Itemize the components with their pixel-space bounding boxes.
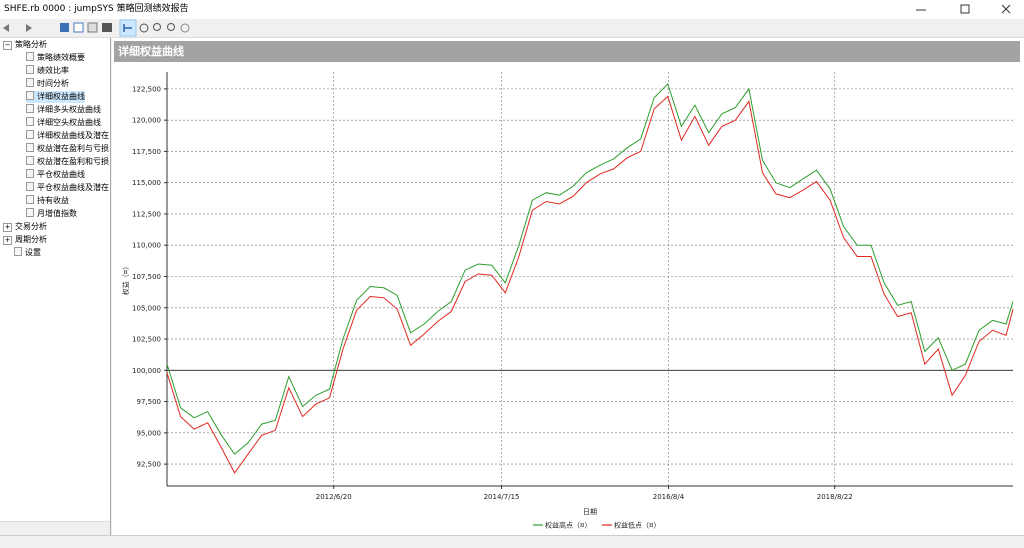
report-panel: 详细权益曲线 92,500 95,000 97,500 100,000 102,500 1…	[112, 38, 1024, 535]
node-label: 详细空头权益曲线	[37, 118, 101, 127]
window-title: SHFE.rb 0000 : jumpSYS 策略回测绩效报告	[4, 4, 189, 14]
tree-node[interactable]: 详细多头权益曲线	[26, 104, 101, 116]
x-tick-label: 2018/8/22	[817, 493, 853, 501]
node-icon	[26, 78, 34, 87]
tree-node[interactable]: 平仓权益曲线	[26, 169, 85, 181]
reset-button[interactable]	[180, 23, 190, 33]
node-icon	[26, 195, 34, 204]
expander[interactable]: +	[3, 223, 12, 232]
tree-node[interactable]: 权益潜在盈利和亏损	[26, 156, 109, 168]
tree-node[interactable]: 设置	[14, 247, 41, 259]
tree-node[interactable]: + 交易分析	[3, 221, 47, 233]
node-label: 详细权益曲线	[37, 92, 85, 101]
tree-node[interactable]: 月增值指数	[26, 208, 77, 220]
node-label: 交易分析	[15, 222, 47, 231]
series-line	[166, 95, 1014, 474]
pan-button[interactable]	[139, 23, 149, 33]
status-bar	[0, 535, 1024, 548]
expander[interactable]: −	[3, 41, 12, 50]
node-icon	[26, 169, 34, 178]
y-tick-label: 102,500	[132, 336, 161, 344]
node-icon	[26, 117, 34, 126]
y-tick-label: 115,000	[132, 179, 161, 187]
y-axis-label: 权益（¤）	[121, 263, 130, 295]
node-icon	[26, 91, 34, 100]
expander[interactable]: +	[3, 236, 12, 245]
tree-node[interactable]: 时间分析	[26, 78, 69, 90]
print-button[interactable]	[87, 22, 98, 33]
node-icon	[26, 104, 34, 113]
window-controls	[916, 4, 1011, 14]
node-label: 设置	[25, 248, 41, 257]
series-line	[166, 82, 1014, 455]
tree-node[interactable]: 详细权益曲线	[26, 91, 85, 103]
y-tick-label: 95,000	[137, 429, 162, 437]
close-button[interactable]	[1001, 4, 1011, 14]
y-tick-label: 122,500	[132, 85, 161, 93]
y-tick-label: 105,000	[132, 304, 161, 312]
legend-label: 权益高点（¤）	[545, 521, 591, 530]
node-label: 月增值指数	[37, 209, 77, 218]
y-tick-label: 100,000	[132, 367, 161, 375]
tree-node[interactable]: 权益潜在盈利与亏损	[26, 143, 109, 155]
node-label: 策略绩效概要	[37, 53, 85, 62]
x-tick-label: 2012/6/20	[316, 493, 352, 501]
report-button[interactable]	[102, 23, 112, 32]
horizontal-scrollbar[interactable]	[0, 521, 110, 535]
tree-node[interactable]: + 周期分析	[3, 234, 47, 246]
node-icon	[14, 247, 22, 256]
toolbar-icons	[3, 19, 190, 37]
toolbar	[0, 19, 1024, 38]
node-icon	[26, 182, 34, 191]
y-tick-label: 107,500	[132, 273, 161, 281]
tree-node[interactable]: 平仓权益曲线及潜在	[26, 182, 109, 194]
y-tick-label: 120,000	[132, 117, 161, 125]
node-label: 策略分析	[15, 40, 47, 49]
tree-node[interactable]: − 策略分析	[3, 39, 47, 51]
node-label: 时间分析	[37, 79, 69, 88]
node-label: 权益潜在盈利和亏损	[37, 157, 109, 166]
tree-node[interactable]: 策略绩效概要	[26, 52, 85, 64]
node-icon	[26, 143, 34, 152]
x-tick-label: 2014/7/15	[484, 493, 520, 501]
legend-label: 权益低点（¤）	[614, 521, 660, 530]
node-label: 权益潜在盈利与亏损	[37, 144, 109, 153]
maximize-button[interactable]	[960, 4, 970, 14]
node-label: 平仓权益曲线	[37, 170, 85, 179]
node-icon	[26, 208, 34, 217]
title-bar: SHFE.rb 0000 : jumpSYS 策略回测绩效报告	[0, 0, 1024, 19]
node-label: 周期分析	[15, 235, 47, 244]
node-label: 绩效比率	[37, 66, 69, 75]
back-button[interactable]	[3, 24, 9, 32]
tree-node[interactable]: 详细空头权益曲线	[26, 117, 101, 129]
node-icon	[26, 156, 34, 165]
node-label: 平仓权益曲线及潜在	[37, 183, 109, 192]
node-icon	[26, 130, 34, 139]
save-button[interactable]	[60, 23, 69, 32]
y-tick-label: 92,500	[137, 461, 162, 469]
tree-node[interactable]: 详细权益曲线及潜在	[26, 130, 109, 142]
node-label: 详细多头权益曲线	[37, 105, 101, 114]
tree-node[interactable]: 持有收益	[26, 195, 69, 207]
x-axis-label: 日期	[583, 508, 597, 516]
y-tick-label: 110,000	[132, 242, 161, 250]
tree-node[interactable]: 绩效比率	[26, 65, 69, 77]
y-tick-label: 117,500	[132, 148, 161, 156]
panel-title: 详细权益曲线	[114, 41, 1020, 62]
node-icon	[26, 65, 34, 74]
node-icon	[26, 52, 34, 61]
forward-button[interactable]	[26, 24, 32, 32]
y-tick-label: 97,500	[137, 398, 162, 406]
y-tick-label: 112,500	[132, 210, 161, 218]
x-tick-label: 2016/8/4	[653, 493, 685, 501]
nav-tree: − 策略分析策略绩效概要 绩效比率时间分析详细权益曲线详细多头权益曲线 详细空头权益曲…	[0, 38, 111, 535]
node-label: 持有收益	[37, 196, 69, 205]
chart: 92,500 95,000 97,500 100,000 102,500 105,000 1…	[121, 72, 1014, 530]
zoom-out-button[interactable]	[167, 23, 175, 31]
node-label: 详细权益曲线及潜在	[37, 131, 109, 140]
export-button[interactable]	[73, 22, 84, 33]
zoom-in-button[interactable]	[153, 23, 161, 31]
